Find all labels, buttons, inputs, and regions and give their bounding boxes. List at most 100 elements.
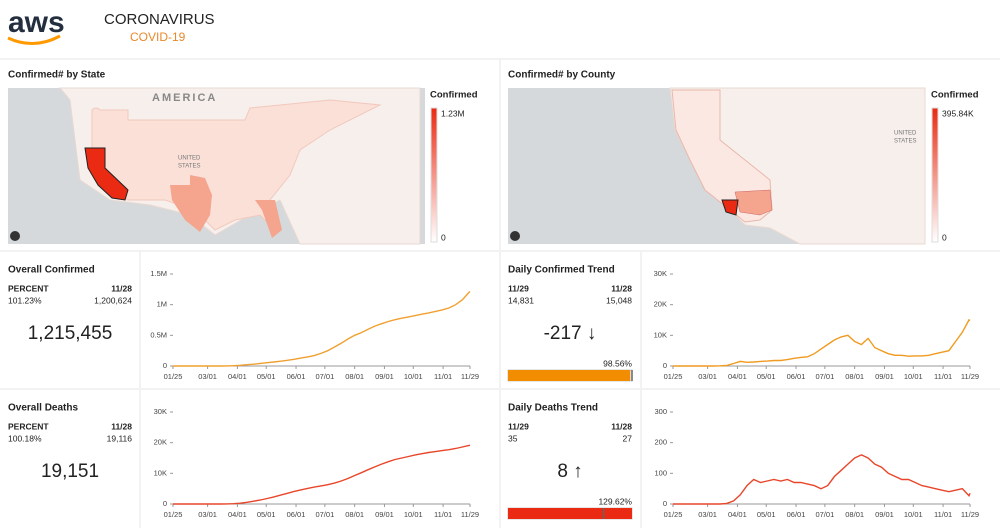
y-tick-label: 20K	[154, 438, 167, 447]
kpi-value: 1,200,624	[94, 295, 132, 305]
x-tick-label: 06/01	[787, 372, 806, 381]
info-icon[interactable]	[510, 231, 520, 241]
x-tick-label: 06/01	[787, 510, 806, 519]
kpi-title: Overall Deaths	[8, 403, 78, 414]
kpi-title: Overall Confirmed	[8, 265, 95, 276]
kpi-value: 101.23%	[8, 295, 42, 305]
kpi-label: 11/28	[611, 283, 632, 293]
kpi-label: 11/28	[611, 421, 632, 431]
x-tick-label: 10/01	[404, 510, 423, 519]
info-icon[interactable]	[10, 231, 20, 241]
x-tick-label: 07/01	[315, 510, 334, 519]
map-county-la	[721, 199, 739, 216]
x-tick-label: 09/01	[375, 510, 394, 519]
x-tick-label: 10/01	[904, 372, 923, 381]
x-tick-label: 11/29	[461, 372, 479, 381]
kpi-value: 14,831	[508, 295, 534, 305]
panel	[501, 252, 640, 388]
y-tick-label: 30K	[654, 269, 667, 278]
x-tick-label: 10/01	[904, 510, 923, 519]
legend-gradient	[430, 107, 438, 243]
y-tick-label: 0	[663, 499, 667, 508]
x-tick-label: 10/01	[404, 372, 423, 381]
legend-max: 1.23M	[441, 108, 465, 118]
kpi-label: 11/28	[111, 283, 132, 293]
map-title: Confirmed# by State	[8, 70, 106, 81]
x-tick-label: 08/01	[345, 372, 364, 381]
x-tick-label: 05/01	[757, 372, 776, 381]
x-tick-label: 01/25	[164, 372, 183, 381]
panel	[642, 390, 1000, 528]
kpi-label: 11/29	[508, 421, 529, 431]
x-tick-label: 03/01	[698, 510, 717, 519]
map-country-label: UNITED	[178, 156, 201, 162]
x-tick-label: 08/01	[345, 510, 364, 519]
x-tick-label: 11/29	[961, 372, 979, 381]
legend-gradient	[931, 107, 939, 243]
legend-max: 395.84K	[942, 108, 974, 118]
kpi-big: 8 ↑	[557, 461, 582, 482]
panel	[141, 390, 499, 528]
line-series	[173, 444, 471, 505]
x-tick-label: 11/29	[461, 510, 479, 519]
logo-smile	[7, 34, 61, 45]
x-tick-label: 09/01	[875, 372, 894, 381]
x-tick-label: 04/01	[728, 372, 747, 381]
x-tick-label: 01/25	[164, 510, 183, 519]
panel	[0, 252, 139, 388]
panel	[0, 390, 139, 528]
map-texas	[170, 175, 212, 232]
kpi-value: 100.18%	[8, 433, 42, 443]
legend-title: Confirmed	[931, 90, 979, 101]
x-tick-label: 03/01	[198, 372, 217, 381]
x-tick-label: 03/01	[198, 510, 217, 519]
kpi-label: 11/28	[111, 421, 132, 431]
kpi-value: 15,048	[606, 295, 632, 305]
kpi-label: PERCENT	[8, 421, 49, 431]
x-tick-label: 06/01	[287, 510, 306, 519]
kpi-value: 27	[623, 433, 633, 443]
x-tick-label: 05/01	[257, 372, 276, 381]
x-tick-label: 08/01	[845, 372, 864, 381]
kpi-label: 11/29	[508, 283, 529, 293]
legend-title: Confirmed	[430, 90, 478, 101]
map-florida	[255, 200, 282, 238]
panel	[501, 390, 640, 528]
title: CORONAVIRUS	[104, 11, 215, 28]
kpi-value: 19,116	[107, 433, 133, 443]
logo: aws	[8, 6, 65, 39]
x-tick-label: 07/01	[815, 372, 834, 381]
percent-label: 98.56%	[603, 358, 632, 368]
x-tick-label: 07/01	[315, 372, 334, 381]
x-tick-label: 11/01	[434, 372, 452, 381]
x-tick-label: 07/01	[815, 510, 834, 519]
y-tick-label: 100	[654, 468, 667, 477]
y-tick-label: 30K	[154, 407, 167, 416]
x-tick-label: 06/01	[287, 372, 306, 381]
kpi-title: Daily Confirmed Trend	[508, 265, 615, 276]
panel	[642, 252, 1000, 388]
map-country-label: STATES	[894, 139, 916, 145]
kpi-title: Daily Deaths Trend	[508, 403, 598, 414]
kpi-big: -217 ↓	[544, 323, 597, 344]
legend-min: 0	[942, 232, 947, 242]
x-tick-label: 11/01	[934, 372, 952, 381]
x-tick-label: 11/29	[961, 510, 979, 519]
map-county	[734, 189, 773, 216]
kpi-big: 1,215,455	[28, 323, 113, 344]
x-tick-label: 04/01	[728, 510, 747, 519]
line-series	[673, 318, 971, 367]
x-tick-label: 08/01	[845, 510, 864, 519]
x-tick-label: 09/01	[875, 510, 894, 519]
x-tick-label: 03/01	[698, 372, 717, 381]
y-tick-label: 0	[163, 361, 167, 370]
y-tick-label: 0	[163, 499, 167, 508]
map-california	[84, 147, 129, 201]
map-counties	[671, 89, 773, 223]
x-tick-label: 01/25	[664, 372, 683, 381]
x-tick-label: 09/01	[375, 372, 394, 381]
header-bar	[0, 0, 1000, 58]
x-tick-label: 11/01	[934, 510, 952, 519]
x-tick-label: 01/25	[664, 510, 683, 519]
percent-label: 129.62%	[598, 496, 632, 506]
